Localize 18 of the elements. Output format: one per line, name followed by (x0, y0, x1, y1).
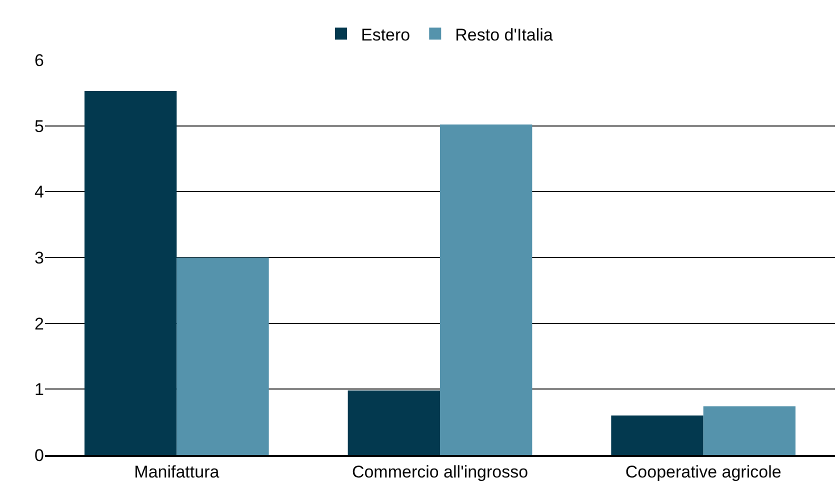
legend-label: Resto d'Italia (455, 25, 554, 44)
bar (348, 390, 440, 455)
y-tick-label: 6 (34, 50, 44, 70)
y-tick-label: 1 (34, 380, 44, 400)
y-tick-label: 5 (34, 116, 44, 136)
bar (440, 124, 532, 455)
bar (176, 258, 269, 455)
y-tick-label: 0 (34, 446, 44, 465)
x-tick-label: Commercio all'ingrosso (352, 462, 528, 482)
y-tick-label: 3 (34, 248, 44, 268)
x-tick-label: Cooperative agricole (625, 462, 782, 482)
x-tick-label: Manifattura (134, 462, 220, 482)
bar (703, 406, 796, 455)
legend-label: Estero (361, 25, 410, 44)
y-tick-label: 2 (34, 314, 44, 334)
bar (611, 416, 704, 455)
bar (84, 90, 177, 455)
y-tick-label: 4 (34, 182, 44, 202)
